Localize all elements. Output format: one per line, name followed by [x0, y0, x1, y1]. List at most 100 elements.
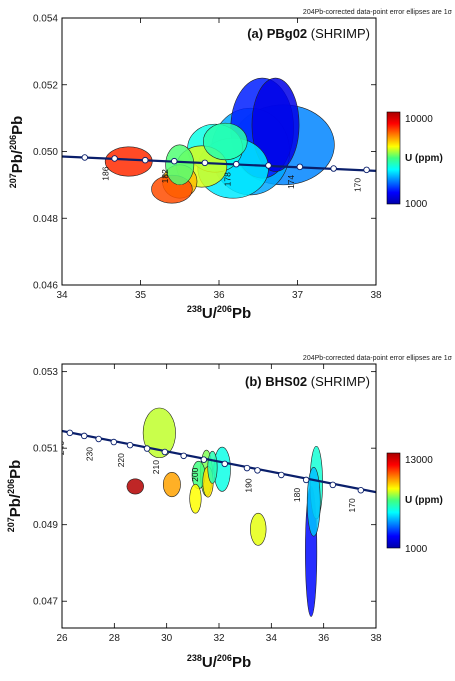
- panel-a-y-tick-label: 0.046: [33, 281, 58, 292]
- panel-b-age-marker: [357, 487, 365, 494]
- panel-b-x-axis-title: 238U/206Pb: [187, 653, 251, 671]
- panel-b-age-label: 220: [116, 453, 126, 467]
- panel-a-age-marker: [201, 159, 209, 167]
- panel-a-x-axis-title: 238U/206Pb: [187, 304, 251, 322]
- panel-b-error-ellipse: [207, 450, 218, 484]
- panel-b-y-tick-label: 0.053: [33, 367, 58, 378]
- panel-b-x-tick-label: 36: [318, 633, 330, 644]
- panel-a-x-tick-label: 38: [370, 290, 382, 301]
- panel-a-plot: 186 182 178 174 170: [62, 77, 376, 204]
- panel-a-age-marker: [171, 157, 178, 165]
- panel-b-y-tick-label: 0.051: [33, 444, 58, 455]
- panel-a-x-tick-label: 37: [292, 290, 304, 301]
- panel-a-age-marker: [111, 155, 118, 162]
- panel-b-age-marker: [243, 464, 251, 472]
- panel-b-error-ellipse: [142, 407, 176, 459]
- panel-a-age-marker: [81, 154, 89, 161]
- panel-a-method: (SHRIMP): [311, 26, 370, 41]
- panel-b-age-marker: [110, 438, 118, 446]
- panel-b-age-marker: [329, 481, 337, 489]
- panel-b-age-label: 200: [190, 467, 200, 481]
- panel-b-x-tick-label: 38: [370, 633, 382, 644]
- panel-a-y-tick-label: 0.048: [33, 214, 58, 225]
- panel-b-age-label: 210: [151, 460, 161, 474]
- panel-a-label: (a) PBg02: [247, 26, 307, 41]
- panel-b-label: (b) BHS02: [245, 374, 307, 389]
- panel-b-age-marker: [254, 467, 261, 474]
- panel-a-age-marker: [233, 160, 240, 168]
- panel-b-colorbar-max: 13000: [405, 455, 433, 466]
- panel-a-error-ellipse: [203, 122, 248, 161]
- panel-b-age-marker: [302, 476, 310, 484]
- panel-a-age-label: 186: [101, 166, 111, 180]
- panel-a-colorbar-min: 1000: [405, 199, 428, 210]
- panel-b-error-ellipse: [306, 467, 321, 537]
- panel-b-colorbar: 13000 U (ppm) 1000: [386, 452, 443, 555]
- panel-a-error-ellipse: [251, 77, 300, 172]
- panel-a-age-label: 182: [160, 169, 170, 183]
- panel-b-age-label: 190: [243, 478, 253, 492]
- panel-b-x-tick-label: 28: [109, 633, 121, 644]
- panel-b-y-ticks: 0.047 0.049 0.051 0.053: [33, 367, 376, 608]
- panel-b-error-ellipse: [126, 478, 144, 495]
- panel-b-frame: [61, 363, 377, 629]
- panel-b-age-marker: [66, 429, 74, 437]
- panel-b-x-tick-label: 26: [56, 633, 68, 644]
- panel-a-age-marker: [141, 156, 149, 164]
- panel-a-age-marker: [296, 163, 304, 171]
- panel-a-age-marker: [265, 162, 272, 169]
- panel-b-colorbar-gradient: [386, 452, 401, 549]
- panel-a-x-ticks: 34 35 36 37 38: [56, 18, 382, 301]
- panel-b-age-label: 230: [85, 447, 95, 461]
- panel-a: 204Pb-corrected data-point error ellipse…: [8, 9, 453, 322]
- panel-a-note: 204Pb-corrected data-point error ellipse…: [303, 9, 453, 16]
- panel-b-age-marker: [95, 435, 102, 443]
- panel-b-age-marker: [126, 441, 134, 449]
- panel-a-age-label: 178: [222, 172, 232, 186]
- panel-b-y-axis-title: 207Pb/206Pb: [6, 460, 24, 533]
- panel-b-error-ellipse: [250, 512, 267, 546]
- panel-a-age-marker: [363, 166, 370, 174]
- panel-b-title: (b) BHS02 (SHRIMP): [245, 374, 370, 389]
- panel-b-age-marker: [200, 456, 208, 463]
- panel-a-age-label: 170: [353, 178, 363, 192]
- panel-b-age-marker: [278, 471, 285, 479]
- panel-a-colorbar-title: U (ppm): [405, 153, 443, 164]
- panel-a-error-ellipse: [165, 144, 195, 186]
- panel-a-age-marker: [330, 165, 337, 172]
- panel-a-y-ticks: 0.046 0.048 0.050 0.052 0.054: [33, 14, 376, 292]
- panel-b-error-ellipse: [189, 483, 202, 514]
- panel-a-data-layer: 186 182 178 174 170: [62, 77, 376, 204]
- panel-b-age-label: 170: [347, 498, 357, 512]
- panel-b-age-marker: [80, 432, 88, 440]
- panel-b-age-marker: [143, 445, 151, 452]
- panel-a-y-axis-title: 207Pb/206Pb: [8, 116, 26, 189]
- panel-a-age-label: 174: [286, 175, 296, 189]
- panel-a-x-tick-label: 34: [56, 290, 68, 301]
- panel-a-x-tick-label: 36: [213, 290, 225, 301]
- panel-b-age-marker: [221, 460, 229, 468]
- panel-b-y-tick-label: 0.047: [33, 597, 58, 608]
- panel-b-x-ticks: 26 28 30 32 34 36 38: [56, 364, 382, 644]
- panel-b-x-tick-label: 30: [161, 633, 173, 644]
- panel-b-y-tick-label: 0.049: [33, 520, 58, 531]
- panel-a-x-tick-label: 35: [135, 290, 147, 301]
- panel-b-colorbar-min: 1000: [405, 544, 428, 555]
- panel-b-age-marker: [161, 448, 169, 456]
- panel-b-age-label: 180: [292, 488, 302, 502]
- panel-a-title: (a) PBg02 (SHRIMP): [247, 26, 370, 41]
- panel-b-age-marker: [180, 452, 187, 460]
- panel-a-y-tick-label: 0.050: [33, 147, 58, 158]
- panel-a-colorbar-max: 10000: [405, 114, 433, 125]
- panel-b-note: 204Pb-corrected data-point error ellipse…: [303, 355, 453, 362]
- panel-a-y-tick-label: 0.052: [33, 80, 58, 91]
- panel-a-colorbar-gradient: [386, 111, 401, 205]
- panel-a-y-tick-label: 0.054: [33, 14, 58, 25]
- panel-b-x-tick-label: 32: [213, 633, 225, 644]
- panel-b-method: (SHRIMP): [311, 374, 370, 389]
- panel-b: 204Pb-corrected data-point error ellipse…: [6, 355, 453, 671]
- panel-b-error-ellipse: [162, 471, 181, 498]
